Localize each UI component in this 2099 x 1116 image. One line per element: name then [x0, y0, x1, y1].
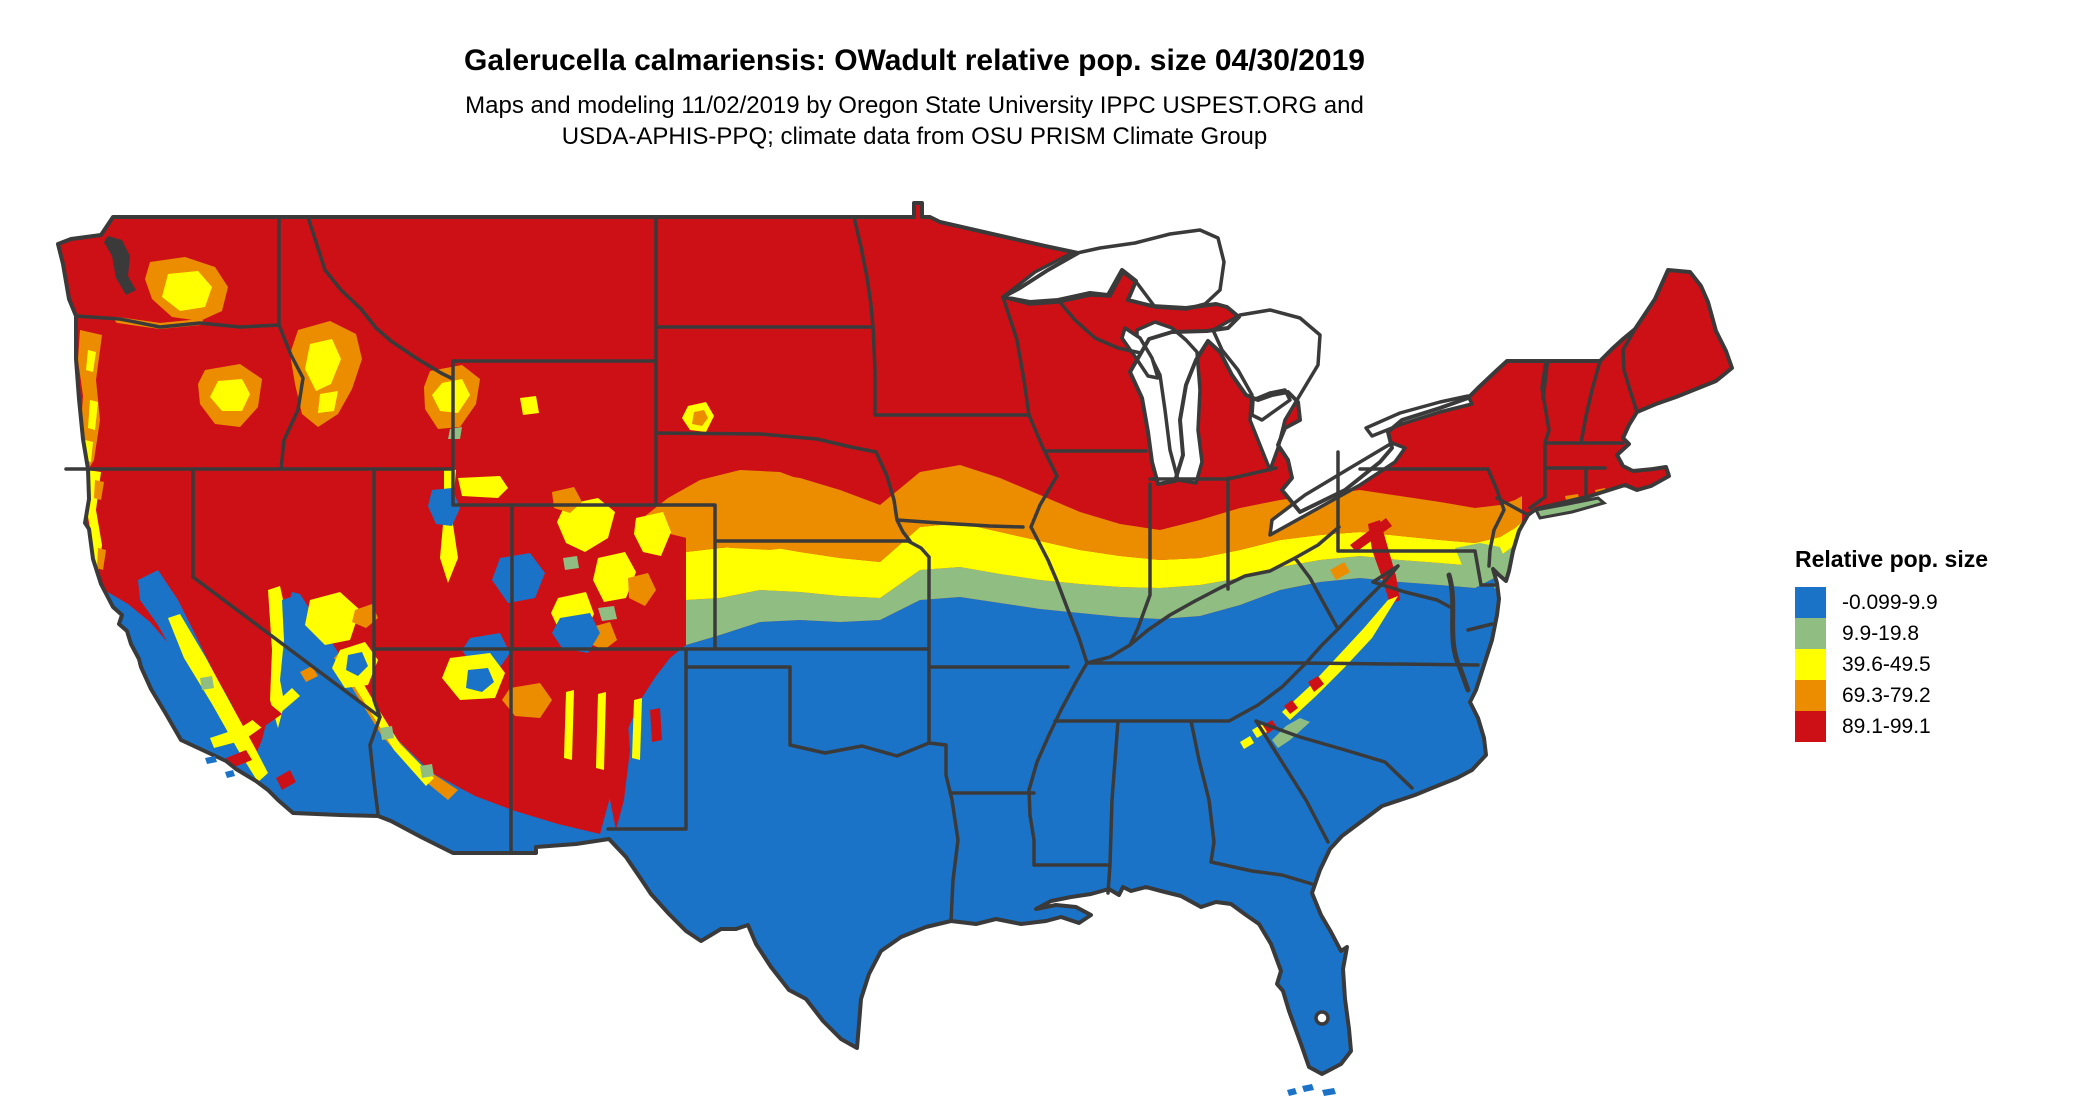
- lake-champlain: [1541, 361, 1549, 400]
- legend-item: 69.3-79.2: [1795, 680, 2095, 711]
- legend-swatch-red: [1795, 711, 1826, 742]
- legend-item: 39.6-49.5: [1795, 649, 2095, 680]
- coastal-water-details: [104, 236, 1549, 693]
- legend-label: -0.099-9.9: [1842, 590, 1938, 614]
- long-island: [1533, 496, 1608, 520]
- channel-islands: [225, 770, 235, 778]
- subtitle-line-2: USDA-APHIS-PPQ; climate data from OSU PR…: [561, 123, 1268, 150]
- channel-islands: [205, 756, 217, 764]
- florida-keys: [1287, 1088, 1297, 1096]
- legend-label: 39.6-49.5: [1842, 652, 1931, 676]
- puget-sound: [104, 236, 136, 295]
- lake-okeechobee: [1314, 1010, 1330, 1026]
- chesapeake-bay: [1446, 572, 1471, 693]
- florida-keys: [1322, 1088, 1336, 1096]
- state-borders: [64, 215, 1639, 923]
- islands: [205, 496, 1608, 1096]
- florida-keys: [1302, 1084, 1314, 1092]
- subtitle-line-1: Maps and modeling 11/02/2019 by Oregon S…: [465, 92, 1364, 119]
- region-class-39-49: [686, 522, 1522, 600]
- legend-swatch-orange: [1795, 680, 1826, 711]
- region-class-69-79: [686, 465, 1522, 562]
- legend-swatch-blue: [1795, 587, 1826, 618]
- page-subtitle: Maps and modeling 11/02/2019 by Oregon S…: [0, 90, 1829, 152]
- page-title: Galerucella calmariensis: OWadult relati…: [464, 44, 1365, 77]
- legend-swatch-yellow: [1795, 649, 1826, 680]
- legend-item: 9.9-19.8: [1795, 618, 2095, 649]
- legend-swatch-green: [1795, 618, 1826, 649]
- legend-item: 89.1-99.1: [1795, 711, 2095, 742]
- legend-label: 9.9-19.8: [1842, 621, 1920, 645]
- legend-item: -0.099-9.9: [1795, 587, 2095, 618]
- patch-colorado-orange-blob: [640, 470, 852, 550]
- conus-outline: [56, 201, 1734, 1076]
- legend: Relative pop. size -0.099-9.9 9.9-19.8 3…: [1795, 546, 2095, 742]
- legend-label: 69.3-79.2: [1842, 683, 1931, 707]
- legend-label: 89.1-99.1: [1842, 714, 1931, 738]
- legend-title: Relative pop. size: [1795, 546, 1989, 572]
- region-class-9-19: [686, 538, 1522, 645]
- header: Galerucella calmariensis: OWadult relati…: [0, 0, 1829, 152]
